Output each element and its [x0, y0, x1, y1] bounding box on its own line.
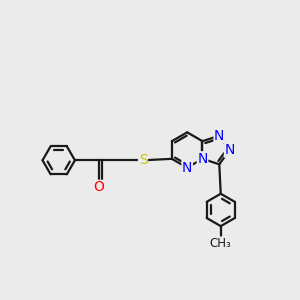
Text: CH₃: CH₃ — [210, 237, 232, 250]
Text: O: O — [94, 180, 104, 194]
Text: N: N — [182, 161, 192, 175]
Text: N: N — [214, 129, 224, 143]
Text: S: S — [139, 153, 147, 167]
Text: N: N — [197, 152, 208, 166]
Text: N: N — [224, 143, 235, 157]
